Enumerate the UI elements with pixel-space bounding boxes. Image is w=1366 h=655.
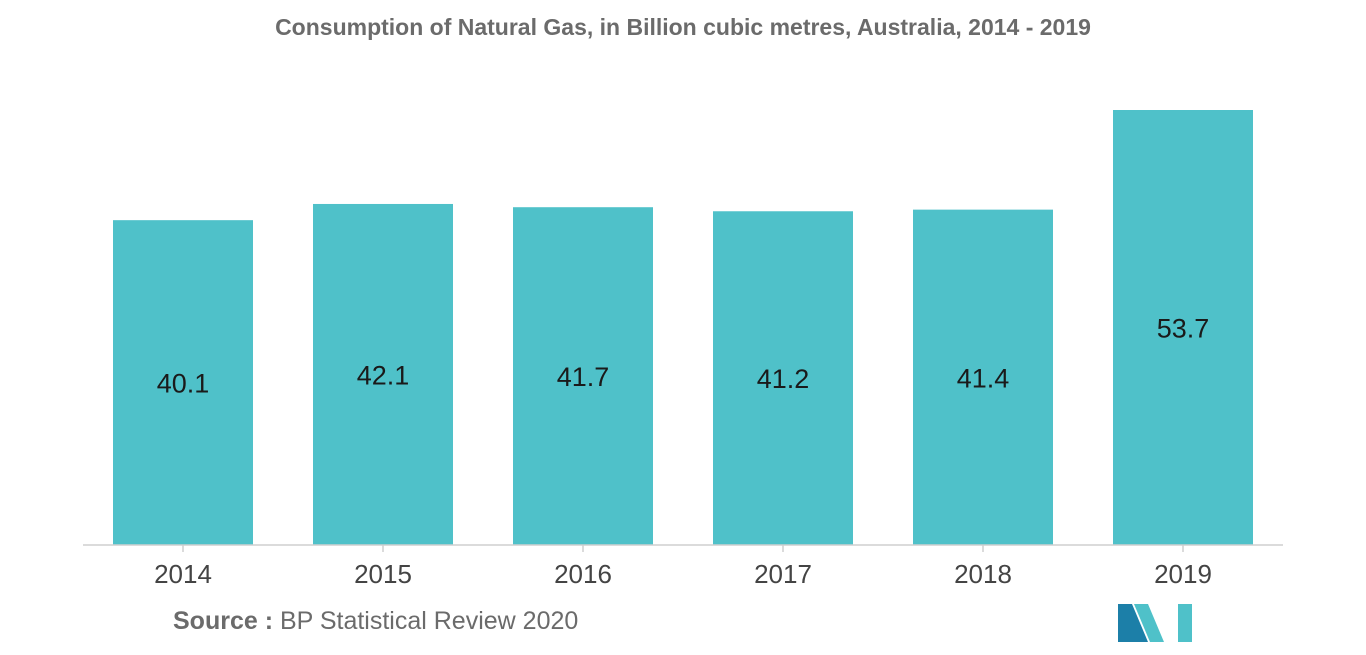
company-logo-icon: [1118, 604, 1192, 642]
value-labels-group: 40.1 42.1 41.7 41.2 41.4 53.7: [157, 314, 1210, 399]
logo-middle-shape: [1134, 604, 1164, 642]
bars-group: [113, 110, 1253, 545]
logo-left-shape: [1118, 604, 1148, 642]
x-tick-label-2018: 2018: [954, 559, 1012, 589]
bar-chart: 2014 2015 2016 2017 2018 2019 40.1 42.1 41.7 41.…: [83, 110, 1283, 589]
source-note: Source : BP Statistical Review 2020: [173, 607, 578, 636]
value-label-2014: 40.1: [157, 369, 210, 399]
value-label-2016: 41.7: [557, 362, 610, 392]
bar-2016: [513, 207, 653, 545]
chart-title: Consumption of Natural Gas, in Billion c…: [275, 14, 1091, 40]
x-tick-label-2014: 2014: [154, 559, 212, 589]
bar-2015: [313, 203, 453, 545]
x-tick-label-2017: 2017: [754, 559, 812, 589]
x-tick-label-2019: 2019: [1154, 559, 1212, 589]
bar-2018: [913, 209, 1053, 545]
bar-2019: [1113, 110, 1253, 545]
bar-2017: [713, 211, 853, 545]
value-label-2018: 41.4: [957, 363, 1010, 393]
value-label-2015: 42.1: [357, 360, 410, 390]
x-tick-label-2016: 2016: [554, 559, 612, 589]
source-label: Source :: [173, 607, 274, 635]
logo-right-shape: [1166, 604, 1192, 642]
value-label-2019: 53.7: [1157, 314, 1210, 344]
x-tick-label-2015: 2015: [354, 559, 412, 589]
bar-2014: [113, 220, 253, 545]
x-ticks-group: 2014 2015 2016 2017 2018 2019: [154, 545, 1212, 589]
source-text: BP Statistical Review 2020: [279, 607, 579, 635]
value-label-2017: 41.2: [757, 364, 810, 394]
